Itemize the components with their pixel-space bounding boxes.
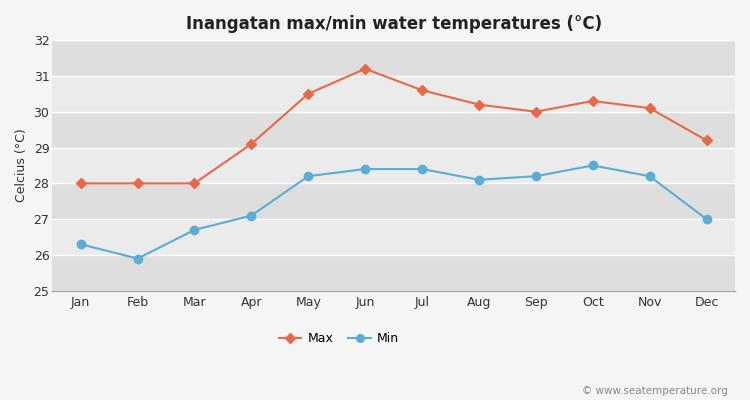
- Min: [531, 174, 540, 178]
- Min: [304, 174, 313, 178]
- Max: [304, 92, 313, 96]
- Legend: Max, Min: Max, Min: [274, 327, 404, 350]
- Max: [588, 98, 597, 103]
- Bar: [53, 40, 735, 76]
- Min: [475, 177, 484, 182]
- Min: [247, 213, 256, 218]
- Max: [76, 181, 86, 186]
- Min: [190, 228, 199, 232]
- Max: [190, 181, 199, 186]
- Bar: [53, 255, 735, 291]
- Min: [645, 174, 654, 178]
- Title: Inangatan max/min water temperatures (°C): Inangatan max/min water temperatures (°C…: [185, 15, 602, 33]
- Min: [588, 163, 597, 168]
- Min: [133, 256, 142, 261]
- Bar: [53, 183, 735, 219]
- Bar: [53, 112, 735, 148]
- Max: [418, 88, 427, 93]
- Max: [475, 102, 484, 107]
- Max: [645, 106, 654, 110]
- Min: [361, 167, 370, 172]
- Y-axis label: Celcius (°C): Celcius (°C): [15, 128, 28, 202]
- Max: [531, 109, 540, 114]
- Bar: [53, 148, 735, 183]
- Bar: [53, 76, 735, 112]
- Min: [702, 217, 711, 222]
- Line: Max: Max: [76, 65, 710, 187]
- Bar: [53, 219, 735, 255]
- Max: [133, 181, 142, 186]
- Min: [418, 167, 427, 172]
- Min: [76, 242, 86, 247]
- Line: Min: Min: [76, 161, 711, 263]
- Max: [247, 142, 256, 146]
- Max: [702, 138, 711, 143]
- Max: [361, 66, 370, 71]
- Text: © www.seatemperature.org: © www.seatemperature.org: [582, 386, 728, 396]
